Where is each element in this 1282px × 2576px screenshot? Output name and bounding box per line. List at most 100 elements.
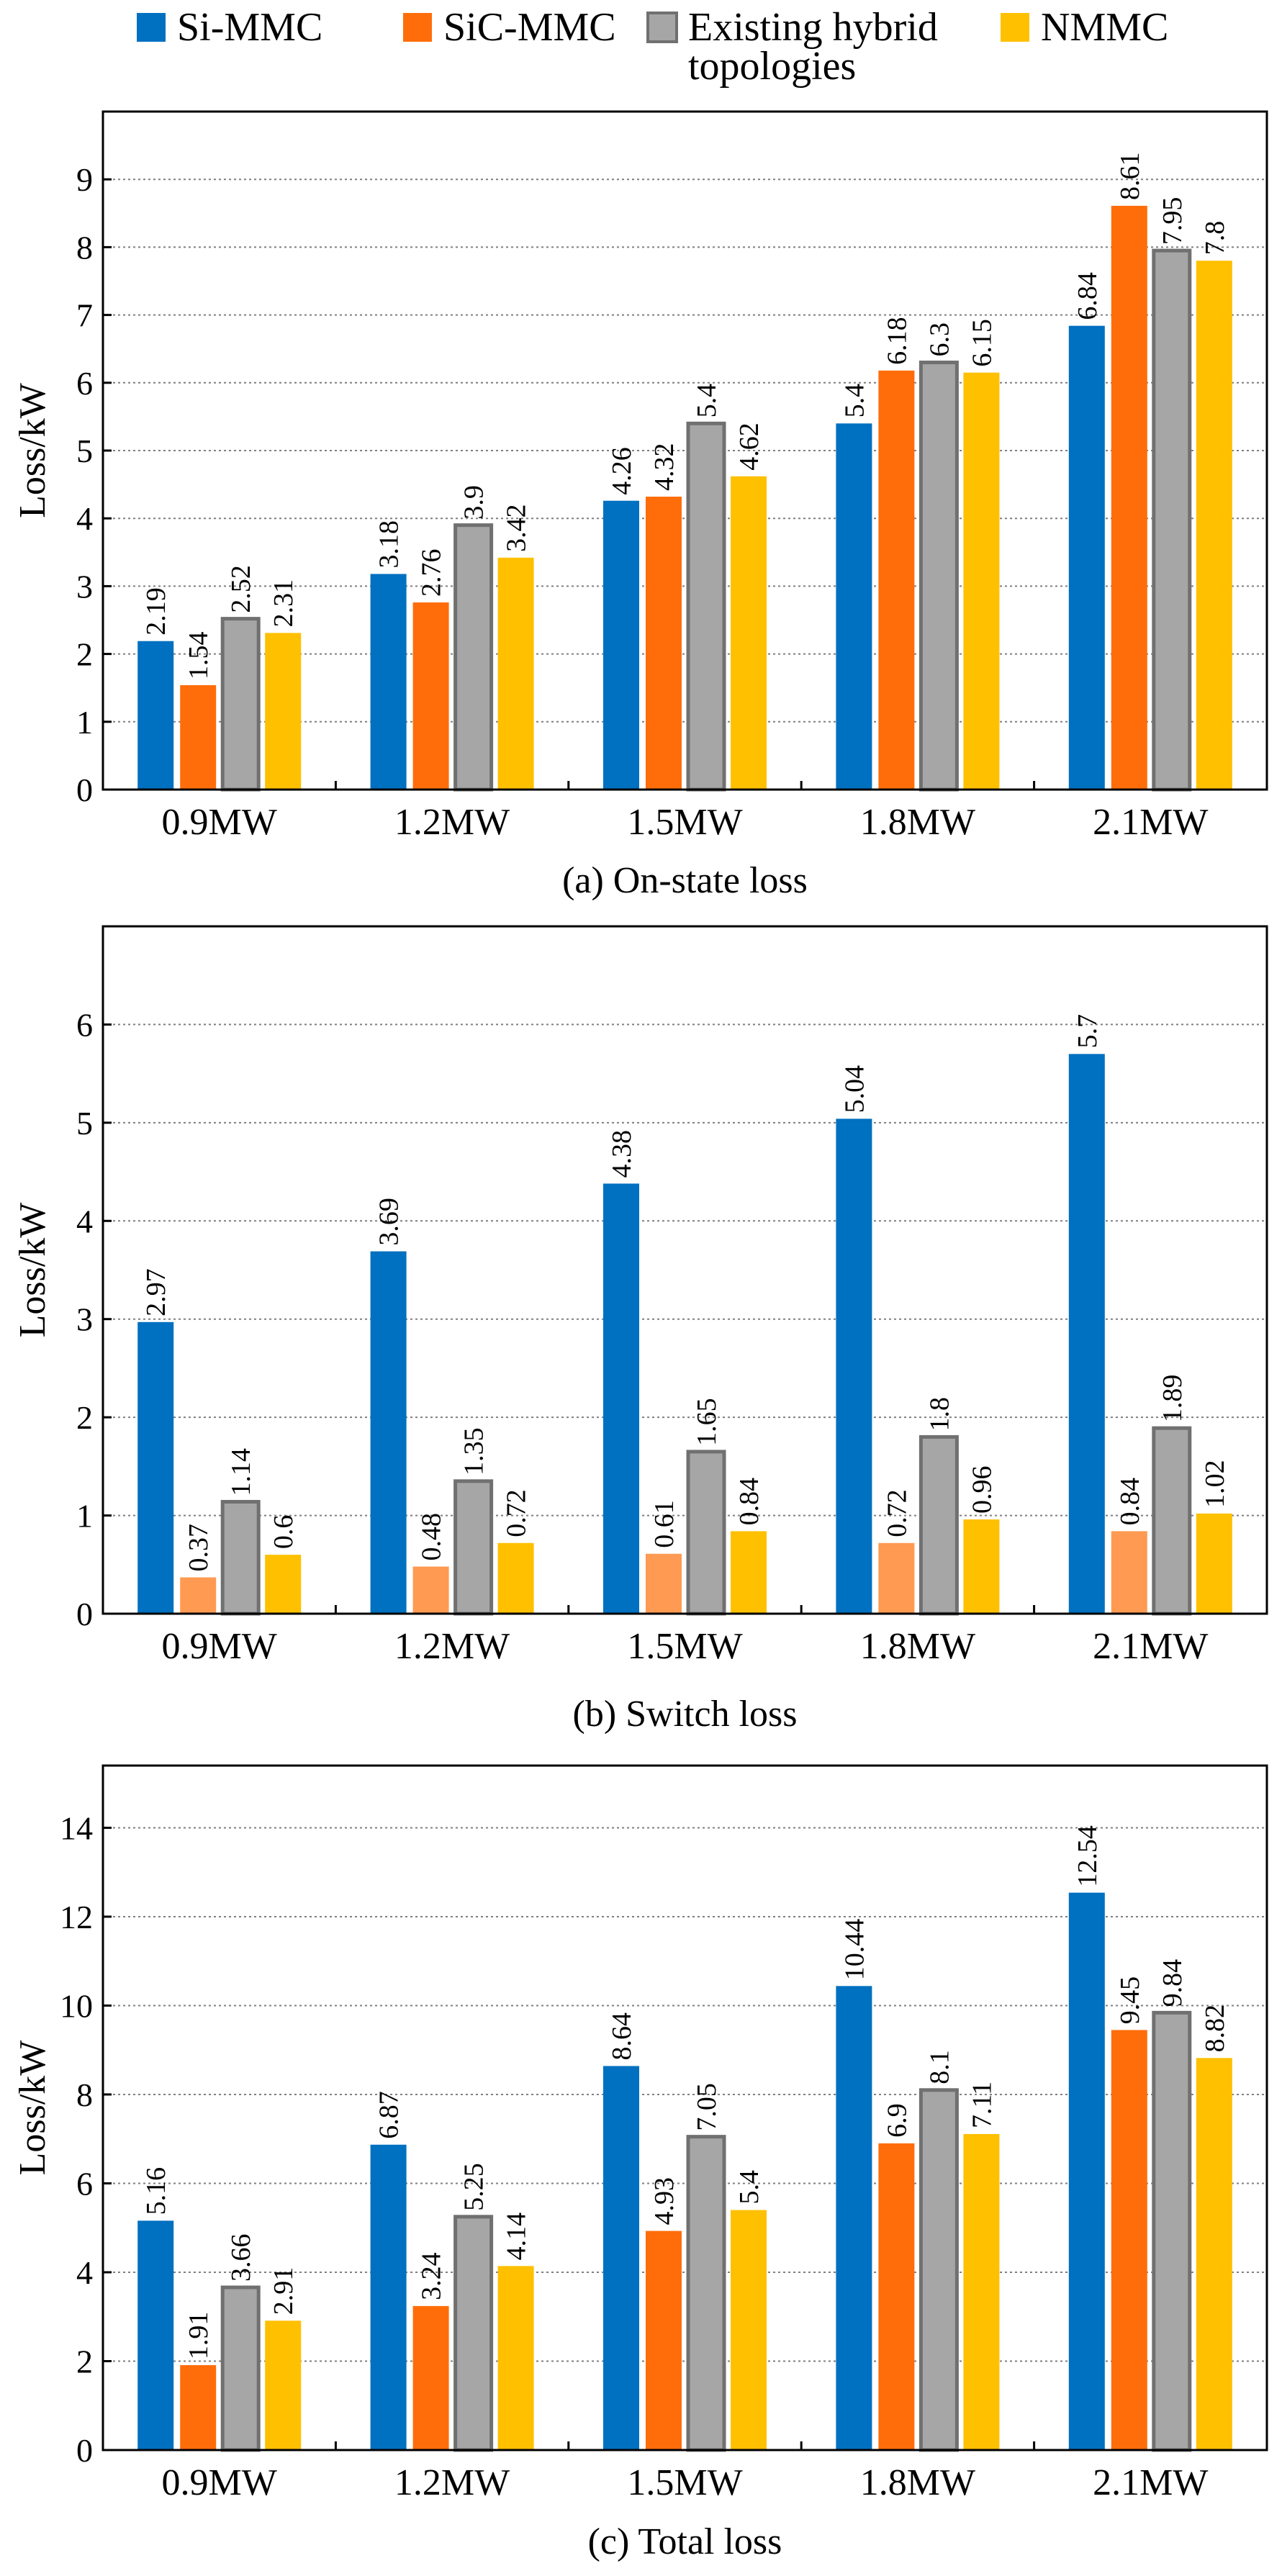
bar — [180, 2365, 217, 2450]
bar — [646, 2231, 682, 2450]
bar — [412, 1566, 449, 1614]
data-label: 3.24 — [417, 2252, 447, 2300]
bar — [1152, 248, 1192, 792]
bar — [686, 1450, 726, 1616]
y-tick-label: 3 — [76, 1301, 93, 1338]
data-label: 4.32 — [649, 443, 680, 492]
bar — [1068, 1892, 1105, 2450]
legend-swatch — [137, 13, 166, 42]
bar — [1196, 2058, 1232, 2450]
y-tick-label: 14 — [60, 1809, 93, 1846]
chart-3: 5.16 6.87 8.64 10.44 12.54 1.91 3.24 4.93 6.9 9.4… — [12, 1764, 1268, 2562]
bar — [963, 1519, 1000, 1614]
data-label: 0.84 — [734, 1478, 764, 1526]
bar — [220, 617, 261, 792]
data-label: 5.4 — [692, 384, 722, 418]
bar — [497, 557, 534, 790]
legend-item: NMMC — [1001, 5, 1168, 50]
y-tick-label: 9 — [76, 161, 93, 198]
bar — [686, 2135, 726, 2452]
data-label: 0.61 — [649, 1500, 680, 1548]
y-tick-label: 4 — [76, 2254, 93, 2291]
data-label: 5.04 — [839, 1065, 870, 1113]
data-label: 12.54 — [1073, 1825, 1103, 1887]
chart-2: 2.973.694.385.045.70.37 0.48 0.61 0.72 0.841… — [12, 925, 1268, 1735]
x-tick-label: 0.9MW — [162, 1626, 277, 1667]
bar — [220, 2285, 261, 2452]
data-label: 3.66 — [226, 2233, 256, 2282]
data-label: 7.8 — [1200, 221, 1230, 256]
x-tick-label: 1.8MW — [860, 802, 975, 843]
x-tick-label: 0.9MW — [162, 802, 277, 843]
data-label: 0.72 — [882, 1489, 912, 1537]
data-label: 4.14 — [502, 2213, 532, 2261]
bar — [646, 497, 682, 790]
y-tick-label: 1 — [76, 1498, 93, 1535]
y-axis-label: Loss/kW — [12, 383, 53, 518]
data-label: 2.19 — [141, 587, 171, 636]
bar — [963, 2133, 1000, 2450]
bar — [137, 641, 174, 790]
legend-label: topologies — [688, 44, 856, 89]
data-label: 2.76 — [417, 549, 447, 597]
data-label: 6.3 — [924, 322, 954, 357]
data-label: 0.72 — [502, 1489, 532, 1537]
bar — [453, 1479, 494, 1616]
data-label: 9.84 — [1157, 1959, 1188, 2007]
legend-item: SiC-MMC — [403, 5, 616, 50]
data-label: 1.54 — [184, 631, 214, 679]
data-label: 10.44 — [839, 1919, 870, 1981]
data-label: 0.6 — [268, 1515, 299, 1550]
bar — [918, 361, 959, 792]
legend-label: SiC-MMC — [443, 5, 616, 50]
data-label: 8.82 — [1200, 2005, 1230, 2053]
data-label: 6.84 — [1073, 272, 1103, 320]
bar — [646, 1553, 682, 1614]
y-tick-label: 6 — [76, 1006, 93, 1043]
data-label: 5.7 — [1073, 1014, 1103, 1049]
bar — [137, 1321, 174, 1614]
data-label: 8.64 — [607, 2012, 637, 2061]
chart-caption: (c) Total loss — [588, 2521, 782, 2562]
bar — [686, 421, 726, 792]
y-tick-label: 6 — [76, 2165, 93, 2202]
y-tick-label: 3 — [76, 568, 93, 605]
y-tick-label: 8 — [76, 229, 93, 266]
bar — [731, 476, 767, 790]
x-tick-label: 2.1MW — [1093, 802, 1208, 843]
bar — [731, 2210, 767, 2450]
bar — [878, 1542, 915, 1614]
x-tick-label: 0.9MW — [162, 2462, 277, 2503]
bar — [918, 1434, 959, 1616]
bar — [603, 2066, 639, 2450]
data-label: 5.16 — [141, 2167, 171, 2215]
chart-caption: (b) Switch loss — [573, 1694, 798, 1735]
y-tick-label: 5 — [76, 433, 93, 469]
bar — [220, 1499, 261, 1616]
data-label: 3.9 — [459, 485, 489, 520]
data-label: 5.4 — [734, 2170, 764, 2205]
data-label: 1.35 — [459, 1427, 489, 1475]
bar — [918, 2088, 959, 2452]
y-tick-label: 0 — [76, 772, 93, 808]
y-tick-label: 12 — [60, 1899, 93, 1935]
y-tick-label: 0 — [76, 1596, 93, 1632]
data-label: 1.02 — [1200, 1460, 1230, 1508]
data-label: 2.52 — [226, 565, 256, 613]
data-label: 6.15 — [967, 319, 997, 367]
data-label: 8.61 — [1115, 152, 1145, 200]
legend-swatch — [1001, 13, 1029, 42]
x-tick-label: 1.8MW — [860, 2462, 975, 2503]
y-tick-label: 4 — [76, 500, 93, 537]
bar — [603, 1183, 639, 1614]
bar — [836, 1118, 872, 1614]
data-label: 2.97 — [141, 1268, 171, 1316]
bar — [1068, 325, 1105, 790]
data-label: 4.26 — [607, 447, 637, 495]
bar — [137, 2220, 174, 2450]
legend-label: Si-MMC — [177, 5, 322, 50]
bar — [1068, 1054, 1105, 1614]
bar — [878, 370, 915, 790]
charts: 2.19 3.18 4.26 5.4 6.84 1.54 2.76 4.32 6.18 8.61 2… — [12, 110, 1268, 2562]
